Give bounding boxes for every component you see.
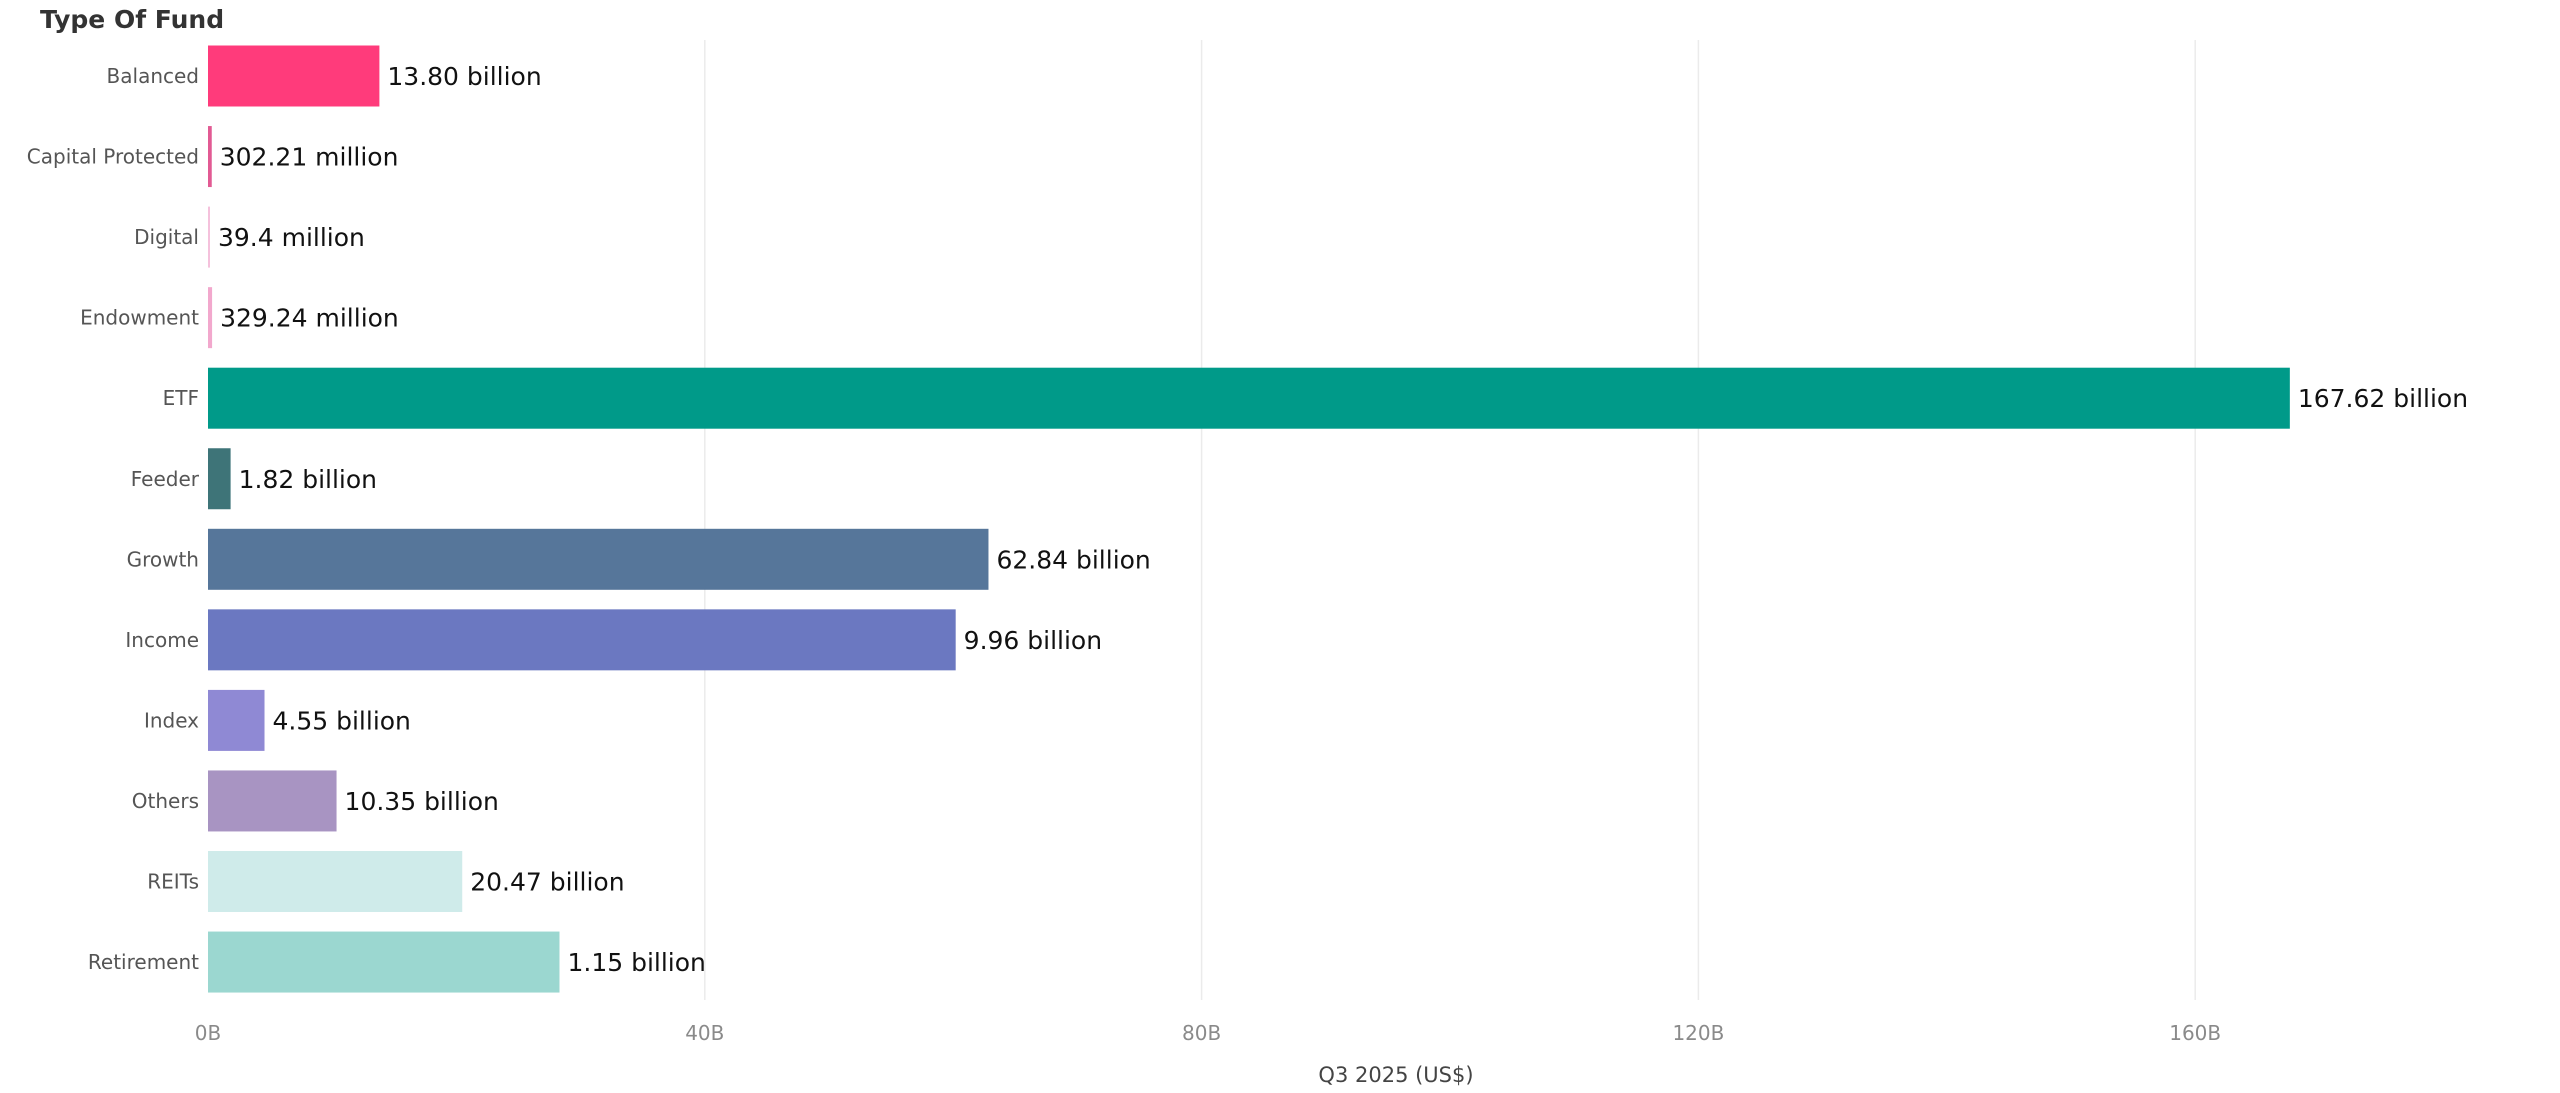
data-label-feeder: 1.82 billion — [239, 465, 377, 494]
category-label-income: Income — [125, 628, 199, 652]
gridlines — [704, 40, 2196, 1000]
data-label-reits: 20.47 billion — [470, 868, 624, 897]
category-label-etf: ETF — [163, 386, 199, 410]
category-label-balanced: Balanced — [107, 64, 199, 88]
bar-retirement[interactable] — [208, 931, 560, 993]
category-label-reits: REITs — [147, 870, 199, 894]
data-label-growth: 62.84 billion — [996, 545, 1150, 574]
data-label-balanced: 13.80 billion — [387, 62, 541, 91]
category-label-digital: Digital — [134, 225, 199, 249]
bar-etf[interactable] — [208, 367, 2290, 429]
bar-capital-protected[interactable] — [208, 126, 212, 188]
category-label-growth: Growth — [127, 547, 199, 571]
data-label-retirement: 1.15 billion — [567, 948, 705, 977]
data-label-digital: 39.4 million — [218, 223, 365, 252]
category-labels: Balanced Capital Protected Digital Endowmen… — [27, 64, 200, 974]
bar-others[interactable] — [208, 770, 337, 832]
data-label-index: 4.55 billion — [273, 706, 411, 735]
category-label-index: Index — [144, 708, 199, 732]
x-axis-title: Q3 2025 (US$) — [1318, 1063, 1473, 1087]
x-tick-80b: 80B — [1182, 1021, 1221, 1045]
bar-endowment[interactable] — [208, 287, 213, 349]
data-label-endowment: 329.24 million — [220, 304, 399, 333]
bars — [208, 45, 2290, 993]
data-label-others: 10.35 billion — [345, 787, 499, 816]
x-axis-ticks: 0B 40B 80B 120B 160B — [195, 1021, 2221, 1045]
x-tick-160b: 160B — [2169, 1021, 2221, 1045]
data-labels: 13.80 billion 302.21 million 39.4 million 3… — [218, 62, 2468, 977]
data-label-capital-protected: 302.21 million — [220, 143, 399, 172]
bar-digital[interactable] — [208, 206, 210, 268]
category-label-endowment: Endowment — [80, 306, 199, 330]
category-label-capital-protected: Capital Protected — [27, 145, 199, 169]
data-label-etf: 167.62 billion — [2298, 384, 2468, 413]
bar-index[interactable] — [208, 689, 265, 751]
category-label-retirement: Retirement — [88, 950, 199, 974]
bar-feeder[interactable] — [208, 448, 231, 510]
bar-reits[interactable] — [208, 851, 463, 912]
data-label-income: 9.96 billion — [964, 626, 1102, 655]
category-label-others: Others — [132, 789, 199, 813]
bar-income[interactable] — [208, 609, 956, 671]
x-tick-40b: 40B — [685, 1021, 724, 1045]
dimension-title: Type Of Fund — [40, 5, 224, 34]
x-tick-0b: 0B — [195, 1021, 221, 1045]
bar-balanced[interactable] — [208, 45, 380, 107]
bar-growth[interactable] — [208, 528, 989, 590]
category-label-feeder: Feeder — [131, 467, 200, 491]
x-tick-120b: 120B — [1672, 1021, 1724, 1045]
